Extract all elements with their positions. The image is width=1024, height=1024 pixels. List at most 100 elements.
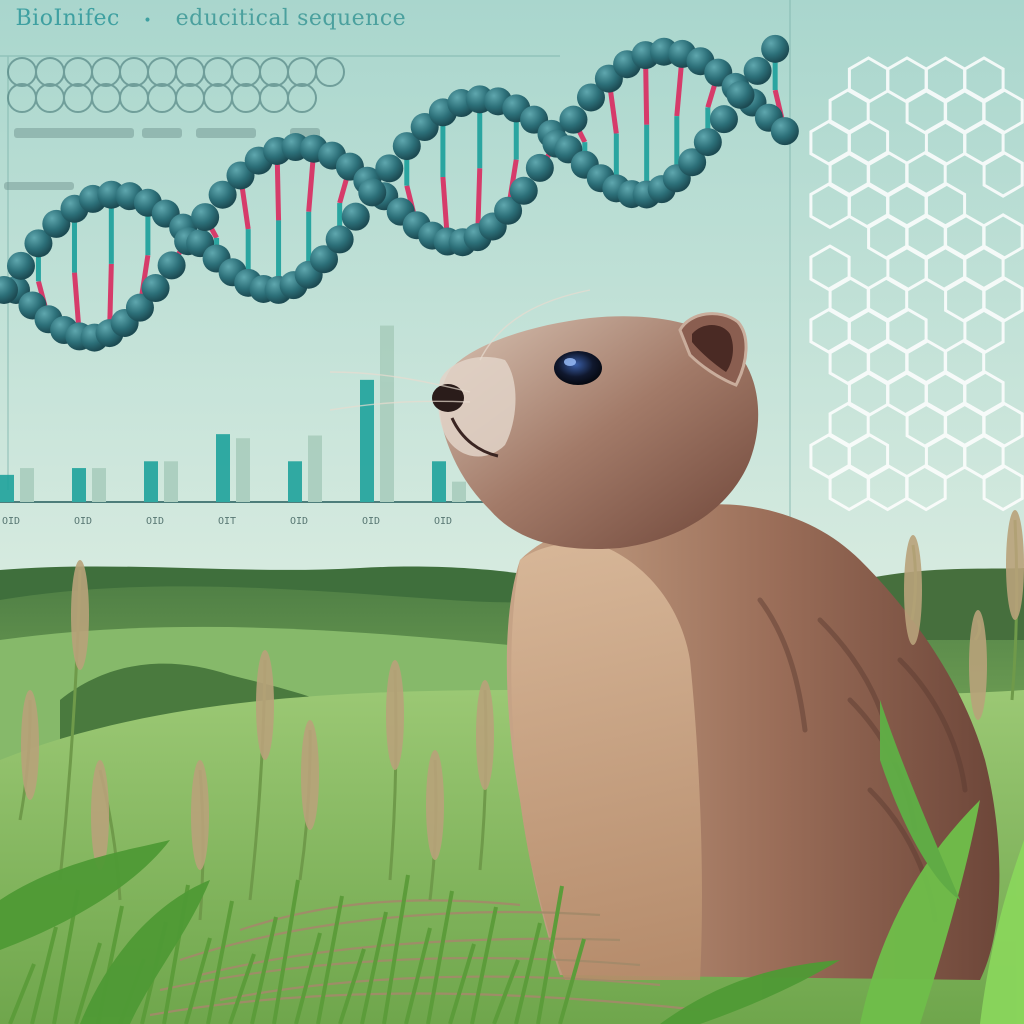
grass-blade [206, 900, 234, 1024]
helix-bead [559, 105, 588, 134]
helix-bead [375, 154, 404, 183]
grass-blade [470, 906, 498, 1024]
chart-bar [452, 481, 466, 502]
grass-blade [558, 938, 586, 1024]
chart-tick-label: OID [2, 516, 20, 527]
grass-seed-head [301, 720, 319, 830]
grass-blade [382, 874, 410, 1024]
dna-double-helix [0, 34, 799, 352]
helix-bead [693, 128, 722, 157]
helix-bead [743, 56, 772, 85]
grass-seed-head [71, 560, 89, 670]
helix-bead [509, 176, 538, 205]
grass-blade [536, 885, 564, 1024]
header-rules [0, 0, 791, 560]
grass-seed-head [191, 760, 209, 870]
helix-bead [678, 148, 707, 177]
grass-seed-head [904, 535, 922, 645]
chart-tick-label: OIT [218, 516, 236, 527]
grass-seed-head [1006, 510, 1024, 620]
chart-tick-label: OID [290, 516, 308, 527]
lattice-hexagon [982, 150, 1024, 198]
chart-tick-label: OID [146, 516, 164, 527]
grass-blade [448, 943, 476, 1024]
helix-bead [208, 180, 237, 209]
helix-beads [0, 34, 799, 352]
grass-blade [184, 937, 212, 1024]
chart-bar [432, 461, 446, 502]
groundhog-eye-glint [564, 358, 576, 366]
chart-tick-label: OID [362, 516, 380, 527]
helix-bead [525, 153, 554, 182]
helix-bead [761, 34, 790, 63]
helix-bead [392, 132, 421, 161]
bar-chart: OID OID OID OIT OID OID OID [0, 325, 485, 527]
helix-bead [125, 293, 154, 322]
chart-bar [92, 468, 106, 502]
groundhog-nose [432, 384, 464, 412]
grass-blade [272, 879, 300, 1024]
groundhog [329, 289, 1000, 980]
chart-bar [308, 435, 322, 502]
lattice-hexagon [982, 463, 1024, 512]
grass-blade [74, 942, 102, 1024]
grass-blade [316, 895, 344, 1024]
grass-blade [8, 963, 36, 1024]
helix-bead [770, 117, 799, 146]
groundhog-chest [511, 543, 702, 980]
grass-seed-head [426, 750, 444, 860]
title-subtitle: educitical sequence [175, 6, 407, 31]
grass-blade [492, 959, 520, 1024]
chart-bar [236, 438, 250, 502]
helix-bead [6, 251, 35, 280]
title-separator: • [143, 13, 153, 29]
title-brand: BioInifec [15, 6, 120, 31]
whiskers [329, 289, 591, 411]
grass-seed-head [969, 610, 987, 720]
grass-blade [360, 911, 388, 1024]
groundhog-muzzle [438, 356, 516, 457]
chart-bar [144, 461, 158, 502]
chart-bar [20, 468, 34, 502]
helix-bead [709, 105, 738, 134]
helix-bead [576, 83, 605, 112]
grass-blade [228, 953, 256, 1024]
faint-glyph-rows [4, 128, 320, 190]
tall-grass [8, 510, 1024, 1024]
molecular-lattice [809, 56, 1024, 512]
groundhog-head [439, 316, 759, 550]
chart-bar [288, 461, 302, 502]
chart-bar [216, 434, 230, 502]
foreground-leaves [0, 700, 1024, 1024]
grass-seed-head [476, 680, 494, 790]
helix-bead [341, 202, 370, 231]
grass-seed-head [91, 760, 109, 870]
helix-bead [157, 251, 186, 280]
helix-bead [325, 225, 354, 254]
chart-bar [380, 325, 394, 502]
chart-bar [0, 474, 14, 502]
helix-bead [310, 245, 339, 274]
grass-seed-head [386, 660, 404, 770]
helix-bead [358, 178, 387, 207]
grass-blade [250, 916, 278, 1024]
helix-bead [191, 203, 220, 232]
chart-tick-label: OID [434, 516, 452, 527]
groundhog-mouth [450, 417, 499, 458]
groundhog-eye [554, 351, 602, 385]
helix-bead [141, 274, 170, 303]
helix-bead [0, 276, 18, 304]
helix-bead [494, 196, 523, 225]
chart-bar [72, 468, 86, 502]
helix-bead [24, 229, 53, 258]
grass-seed-head [21, 690, 39, 800]
ring-chain-decoration [7, 57, 345, 113]
lattice-hexagon [905, 463, 947, 512]
grass-blade [294, 932, 322, 1024]
chart-tick-label: OID [74, 516, 92, 527]
helix-bead [726, 80, 755, 109]
grass-blade [338, 948, 366, 1024]
chart-bar [360, 379, 374, 502]
grass-seed-head [256, 650, 274, 760]
